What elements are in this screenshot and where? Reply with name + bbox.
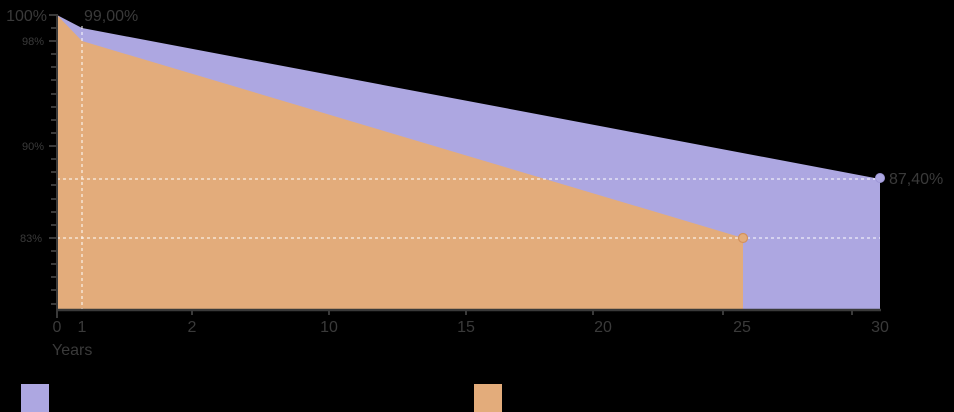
x-axis-ticks (56, 310, 853, 318)
x-label-30: 30 (871, 319, 889, 336)
series-orange-area (57, 15, 743, 309)
y-axis-ticks (49, 14, 57, 305)
y-label-83: 83% (20, 233, 42, 245)
x-label-10: 10 (320, 319, 338, 336)
x-label-1: 1 (78, 319, 87, 336)
x-label-25: 25 (733, 319, 751, 336)
orange-end-marker[interactable] (737, 232, 749, 244)
annotation-purple-end: 87,40% (889, 171, 943, 188)
x-label-0: 0 (53, 319, 62, 336)
legend-swatch-purple (21, 384, 49, 412)
y-label-90: 90% (22, 141, 44, 153)
x-label-2: 2 (188, 319, 197, 336)
annotation-purple-start: 99,00% (84, 8, 138, 25)
x-label-15: 15 (457, 319, 475, 336)
purple-end-marker[interactable] (875, 173, 885, 183)
y-label-100: 100% (6, 8, 47, 25)
legend-swatch-orange (474, 384, 502, 412)
x-label-20: 20 (594, 319, 612, 336)
x-axis-title: Years (52, 342, 92, 359)
y-label-98: 98% (22, 36, 44, 48)
